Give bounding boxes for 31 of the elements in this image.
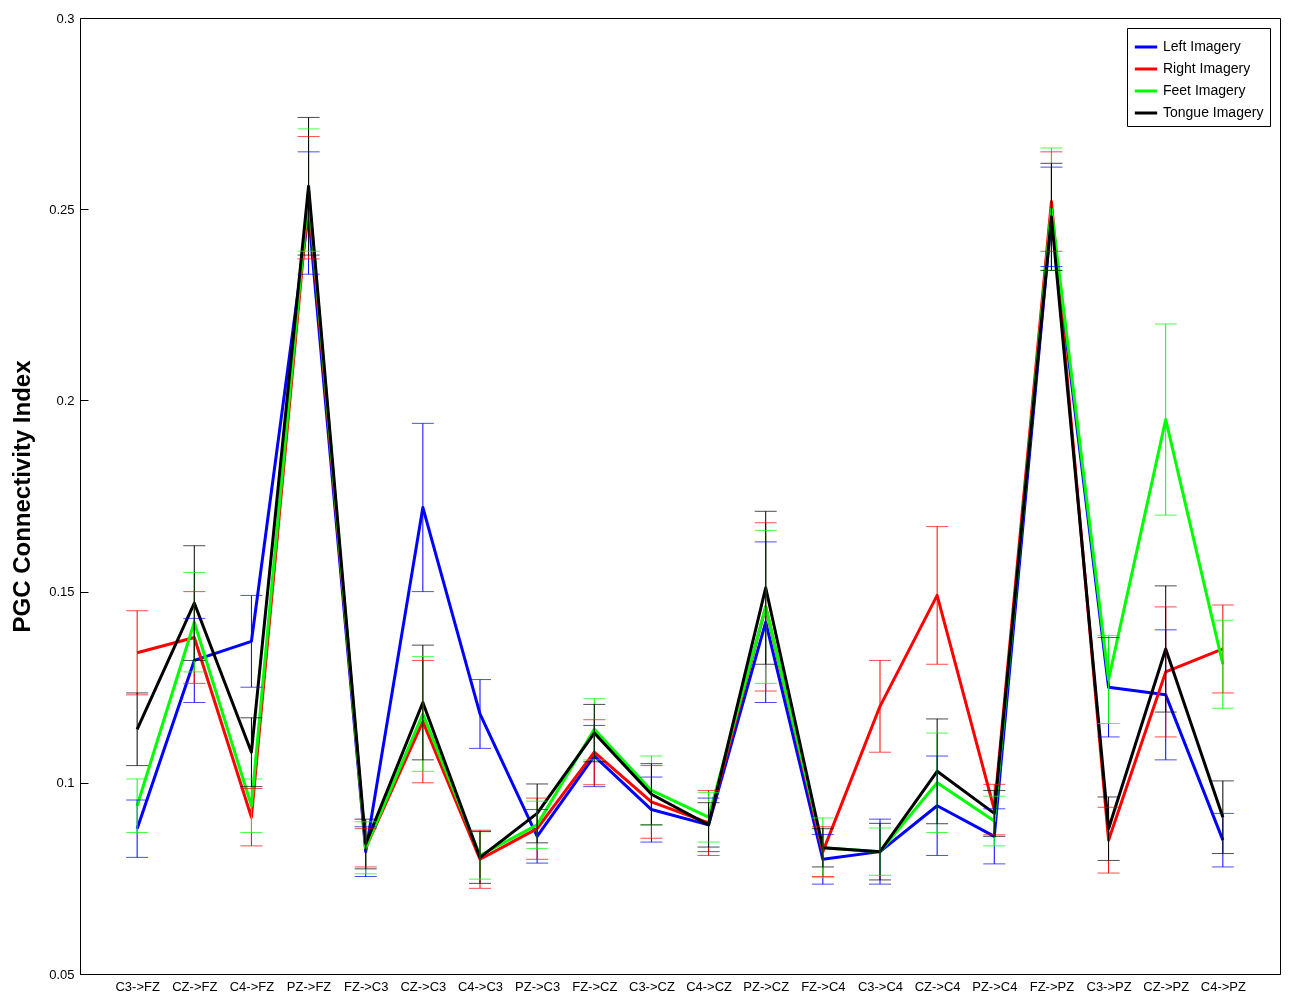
x-tick-label: C3->PZ — [1086, 978, 1132, 994]
x-tick-label: C4->PZ — [1200, 978, 1246, 994]
y-axis-title: PGC Connectivity Index — [8, 359, 36, 633]
y-tick-label: 0.05 — [49, 966, 75, 982]
x-tick-label: FZ->C4 — [801, 978, 846, 994]
x-tick-label: PZ->C4 — [972, 978, 1018, 994]
y-tick-label: 0.15 — [49, 584, 75, 600]
x-tick-label: FZ->PZ — [1029, 978, 1075, 994]
x-tick-label: CZ->C3 — [400, 978, 447, 994]
x-tick-label: C4->CZ — [686, 978, 733, 994]
y-tick-label: 0.2 — [56, 392, 75, 408]
legend-label: Tongue Imagery — [1163, 104, 1264, 120]
legend-label: Right Imagery — [1163, 60, 1251, 76]
legend-label: Feet Imagery — [1163, 82, 1246, 98]
y-tick-label: 0.1 — [56, 775, 75, 791]
y-tick-label: 0.3 — [56, 10, 75, 26]
x-tick-label: PZ->CZ — [743, 978, 790, 994]
x-tick-label: PZ->C3 — [515, 978, 561, 994]
x-tick-label: CZ->C4 — [914, 978, 961, 994]
legend-label: Left Imagery — [1163, 38, 1241, 54]
y-tick-label: 0.25 — [49, 201, 75, 217]
x-tick-label: CZ->FZ — [172, 978, 218, 994]
x-tick-label: C3->FZ — [115, 978, 160, 994]
x-tick-label: PZ->FZ — [286, 978, 332, 994]
x-tick-label: FZ->CZ — [572, 978, 618, 994]
x-tick-label: CZ->PZ — [1143, 978, 1190, 994]
x-tick-label: C4->C3 — [457, 978, 504, 994]
x-tick-label: C4->FZ — [229, 978, 275, 994]
x-tick-label: C3->C4 — [857, 978, 904, 994]
x-tick-label: C3->CZ — [628, 978, 675, 994]
x-tick-label: FZ->C3 — [344, 978, 389, 994]
